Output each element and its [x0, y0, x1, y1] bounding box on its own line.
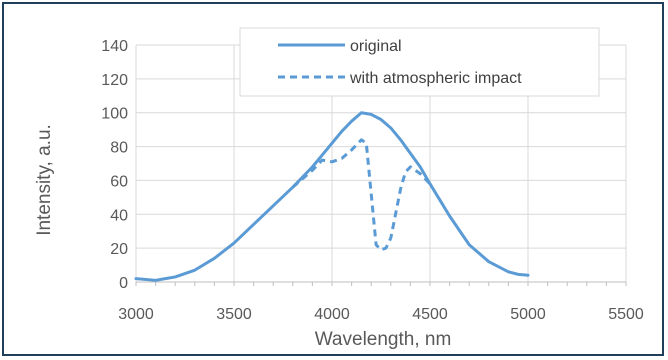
x-tick-label: 3000: [118, 306, 154, 323]
x-tick-label: 4500: [412, 306, 448, 323]
y-tick-label: 120: [101, 72, 128, 89]
y-tick-label: 140: [101, 38, 128, 55]
series-line-with-atmospheric-impact: [291, 138, 432, 252]
y-tick-label: 100: [101, 106, 128, 123]
x-tick-label: 3500: [216, 306, 252, 323]
x-axis-ticks: 3000 3500 4000 4500 5000 5500: [118, 306, 644, 323]
x-tick-label: 4000: [314, 306, 350, 323]
legend-label-original: original: [350, 38, 402, 55]
y-axis-title: Intensity, a.u.: [34, 124, 55, 236]
legend: [239, 27, 600, 97]
y-tick-label: 60: [110, 173, 128, 190]
y-tick-label: 80: [110, 140, 128, 157]
x-tick-label: 5500: [608, 306, 644, 323]
y-tick-label: 0: [119, 275, 128, 292]
y-axis-ticks: 0 20 40 60 80 100 120 140: [101, 38, 128, 292]
y-tick-label: 20: [110, 241, 128, 258]
x-axis-title: Wavelength, nm: [315, 329, 452, 350]
x-axis-minor-ticks: [135, 282, 627, 286]
x-tick-label: 5000: [510, 306, 546, 323]
series-layer: [134, 111, 530, 282]
legend-label-with-atmospheric-impact: with atmospheric impact: [349, 70, 522, 87]
series-line-original: [134, 111, 530, 282]
y-tick-label: 40: [110, 207, 128, 224]
